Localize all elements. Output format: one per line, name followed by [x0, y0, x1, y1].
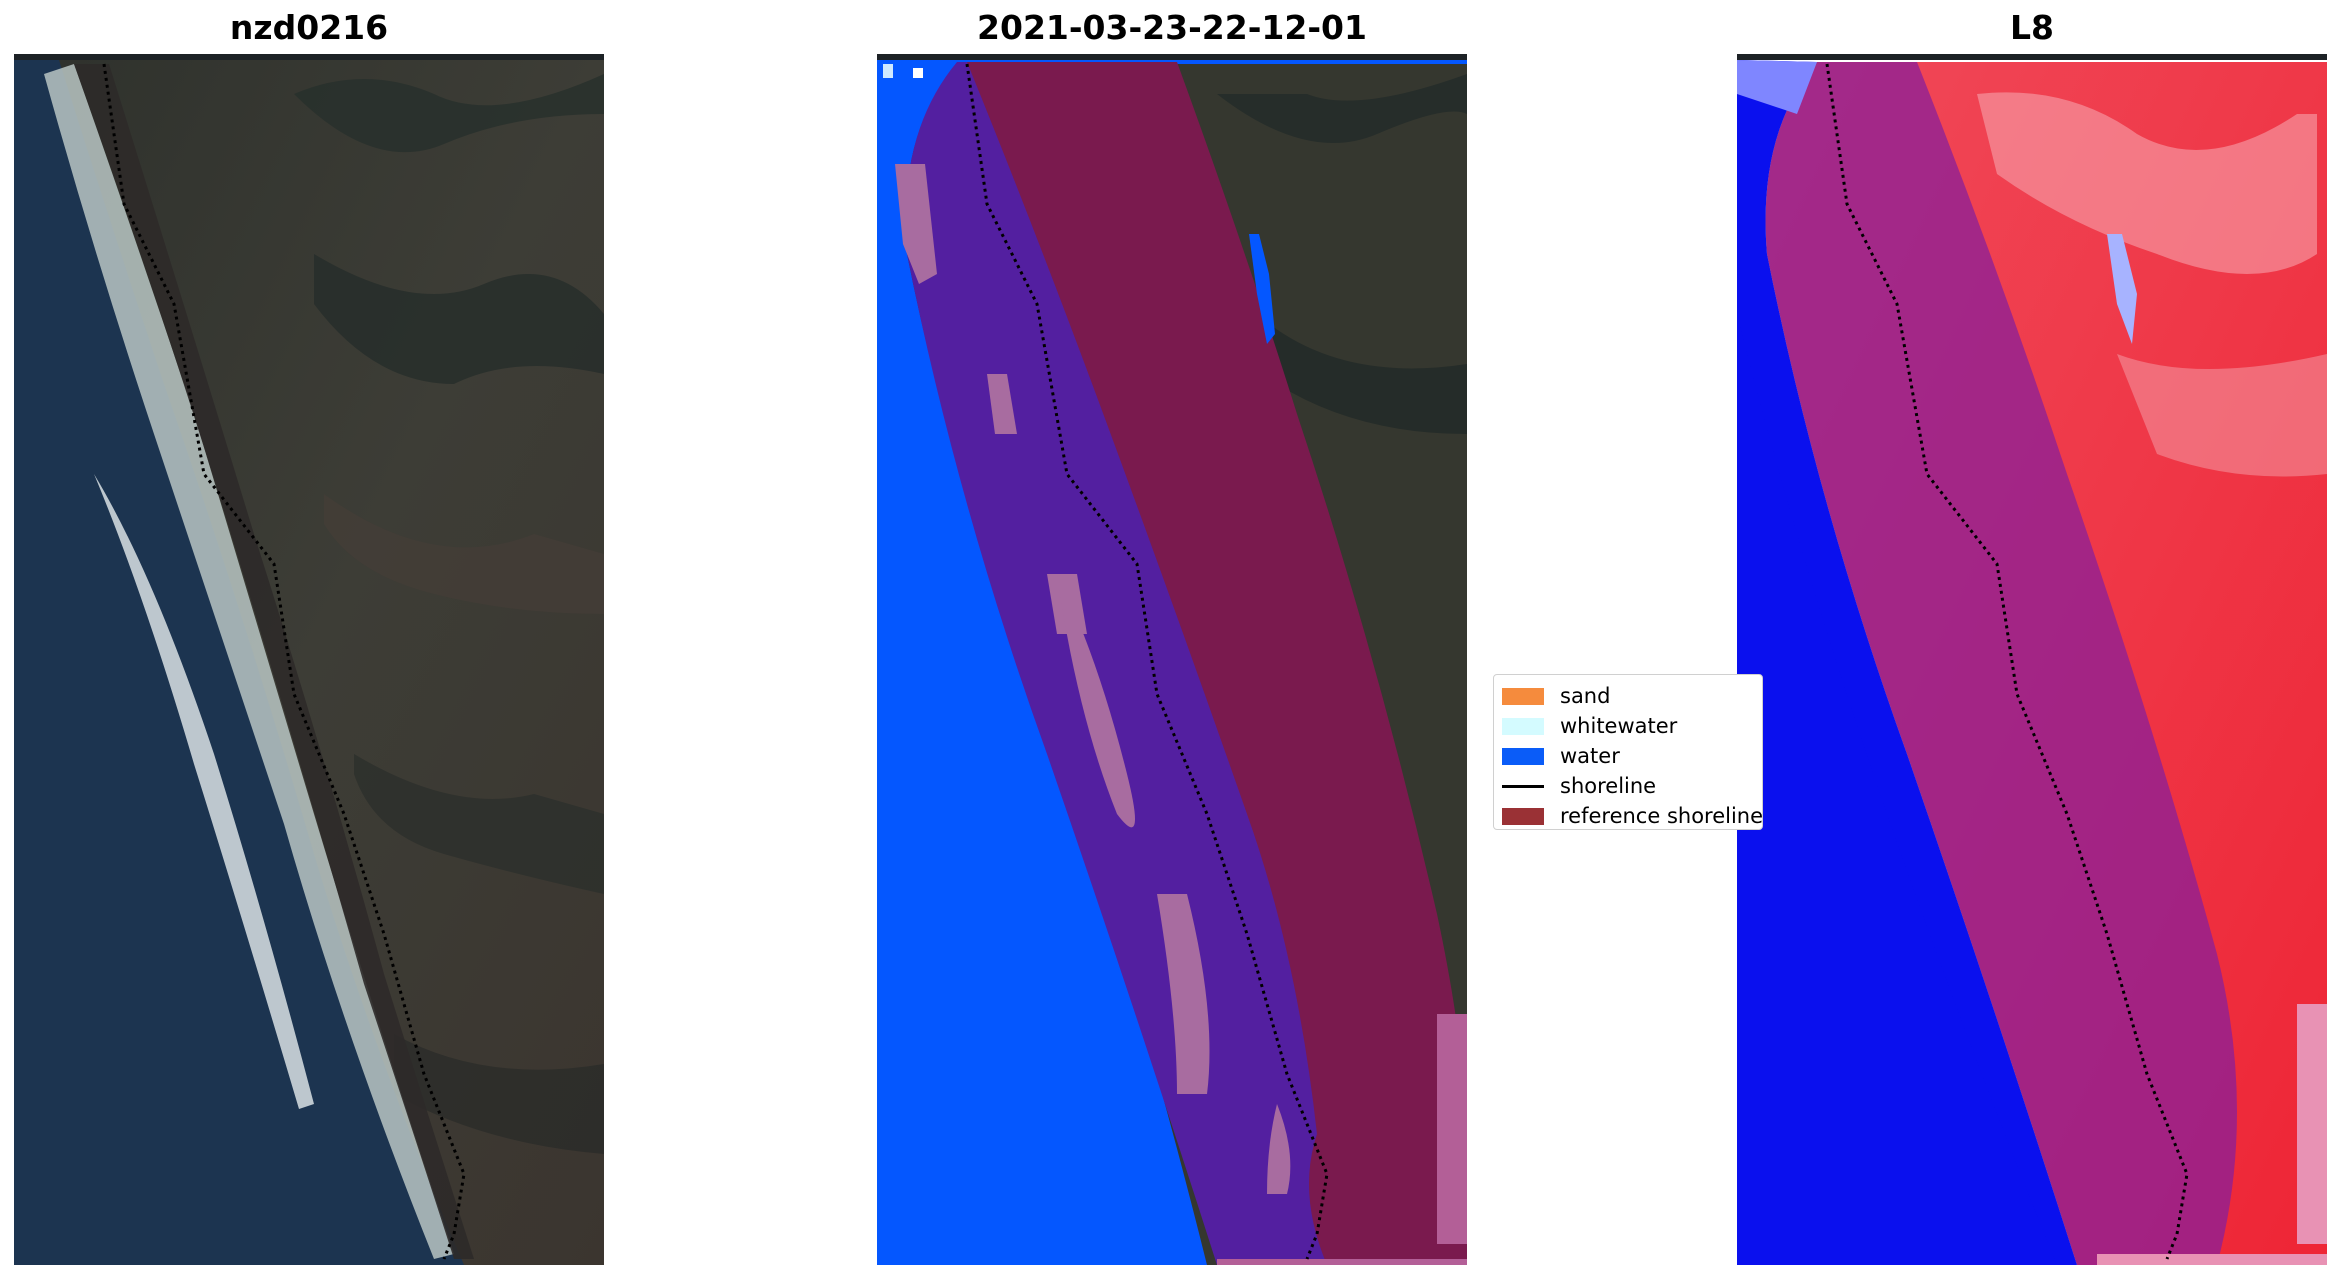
- legend-item-reference-shoreline: reference shoreline: [1502, 803, 1763, 829]
- rgb-image-panel: [14, 54, 604, 1265]
- panel-title-index: L8: [2010, 8, 2054, 47]
- legend-item-whitewater: whitewater: [1502, 713, 1677, 739]
- shoreline-classified: [965, 63, 1329, 1260]
- panel-title-classified: 2021-03-23-22-12-01: [977, 8, 1367, 47]
- legend-swatch-reference-shoreline: [1502, 807, 1544, 825]
- legend-item-shoreline: shoreline: [1502, 773, 1656, 799]
- shoreline-index: [1825, 63, 2189, 1260]
- legend-item-sand: sand: [1502, 683, 1610, 709]
- panel-title-rgb: nzd0216: [229, 8, 389, 47]
- legend-item-water: water: [1502, 743, 1620, 769]
- classified-image-panel: [877, 54, 1467, 1265]
- rgb-satellite-image: [14, 54, 604, 1265]
- legend-swatch-water: [1502, 747, 1544, 765]
- legend-line-shoreline: [1502, 784, 1544, 788]
- legend-label-whitewater: whitewater: [1560, 714, 1678, 738]
- legend-label-water: water: [1560, 744, 1620, 768]
- legend-swatch-whitewater: [1502, 717, 1544, 735]
- legend-label-shoreline: shoreline: [1560, 774, 1657, 798]
- index-image: [1737, 54, 2327, 1265]
- shoreline-rgb: [102, 63, 466, 1260]
- classified-image: [877, 54, 1467, 1265]
- legend-label-sand: sand: [1560, 684, 1611, 708]
- index-image-panel: [1737, 54, 2327, 1265]
- legend-label-reference-shoreline: reference shoreline: [1560, 804, 1763, 828]
- legend: sand whitewater water shoreline referenc…: [1493, 674, 1763, 830]
- legend-swatch-sand: [1502, 687, 1544, 705]
